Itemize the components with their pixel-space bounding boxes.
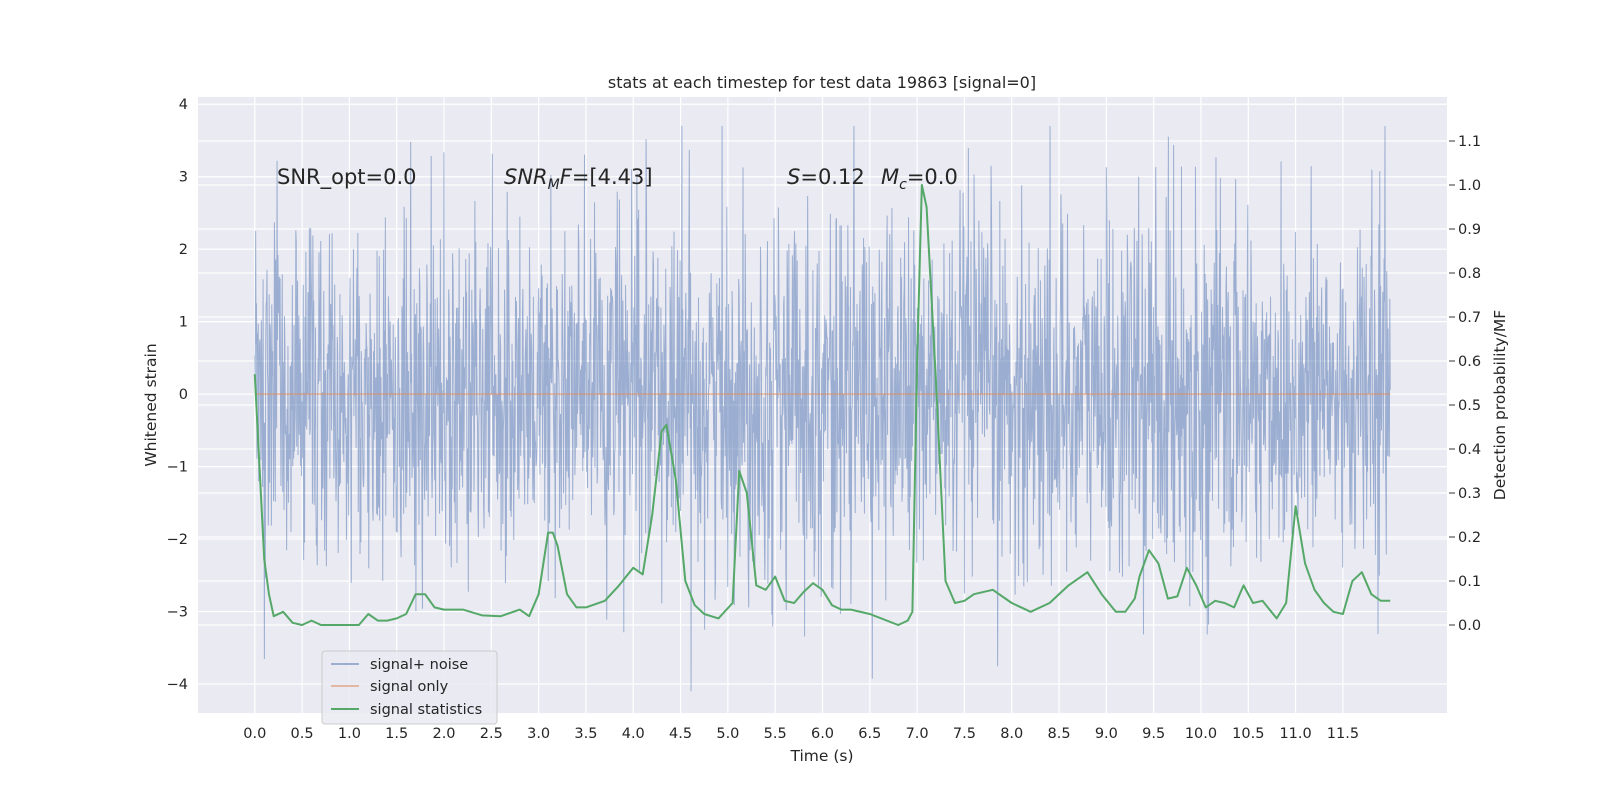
x-tick-label: 1.5 (385, 726, 408, 742)
x-tick-label: 2.0 (432, 726, 455, 742)
x-axis-label: Time (s) (789, 747, 853, 765)
x-tick-label: 9.0 (1095, 726, 1118, 742)
x-tick-label: 5.0 (716, 726, 739, 742)
y-tick-label-left: 1 (179, 315, 188, 331)
y-tick-label-left: −4 (167, 677, 188, 693)
y-tick-label-right: 0.2 (1458, 530, 1481, 546)
signal-statistics-series (253, 184, 1391, 626)
x-tick-label: 1.0 (338, 726, 361, 742)
x-tick-label: 8.5 (1048, 726, 1071, 742)
x-tick-label: 10.5 (1232, 726, 1264, 742)
y-tick-label-right: 0.5 (1458, 398, 1481, 414)
legend-label-signal-only: signal only (370, 679, 449, 695)
y-tick-label-left: −1 (167, 460, 188, 476)
x-tick-label: 11.5 (1327, 726, 1359, 742)
y-axis-label-left: Whitened strain (142, 343, 160, 466)
y-axis-label-right: Detection probability/MF (1491, 310, 1509, 501)
x-tick-label: 10.0 (1185, 726, 1217, 742)
y-tick-label-left: 3 (179, 170, 188, 186)
y-tick-labels-right: 0.0 0.1 0.2 0.3 0.4 0.5 0.6 0.7 0.8 0.9 1.0 1.1 (1449, 134, 1481, 634)
x-tick-label: 4.5 (669, 726, 692, 742)
chart-title: stats at each timestep for test data 198… (608, 73, 1036, 92)
x-tick-label: 3.0 (527, 726, 550, 742)
x-tick-label: 0.0 (243, 726, 266, 742)
y-tick-label-right: 0.4 (1458, 442, 1481, 458)
x-tick-label: 11.0 (1279, 726, 1311, 742)
x-tick-labels: 0.0 0.5 1.0 1.5 2.0 2.5 3.0 3.5 4.0 4.5 5.0 5.5 6.0 6… (243, 726, 1359, 742)
x-tick-label: 0.5 (291, 726, 314, 742)
x-tick-label: 9.5 (1142, 726, 1165, 742)
legend-label-signal-statistics: signal statistics (370, 702, 482, 718)
y-tick-label-right: 1.0 (1458, 178, 1481, 194)
x-tick-label: 3.5 (574, 726, 597, 742)
y-tick-label-right: 0.8 (1458, 266, 1481, 282)
annotation-chirp-mass: Mc=0.0 (881, 165, 958, 193)
x-tick-label: 6.5 (858, 726, 881, 742)
x-tick-label: 6.0 (811, 726, 834, 742)
annotation-s-statistic: S=0.12 (787, 165, 865, 189)
x-tick-label: 4.0 (622, 726, 645, 742)
y-tick-label-left: −2 (167, 532, 188, 548)
y-tick-labels-left: −4 −3 −2 −1 0 1 2 3 4 (167, 97, 188, 693)
x-tick-label: 8.0 (1000, 726, 1023, 742)
y-tick-label-left: 4 (179, 97, 188, 113)
y-tick-label-right: 0.3 (1458, 486, 1481, 502)
y-tick-label-right: 0.9 (1458, 222, 1481, 238)
y-tick-label-right: 0.7 (1458, 310, 1481, 326)
signal-statistics-line (253, 184, 1391, 626)
x-tick-label: 5.5 (764, 726, 787, 742)
legend-label-signal-noise: signal+ noise (370, 657, 468, 673)
x-tick-label: 7.0 (906, 726, 929, 742)
y-tick-label-left: 2 (179, 242, 188, 258)
legend: signal+ noise signal only signal statist… (321, 650, 498, 725)
y-tick-label-right: 0.1 (1458, 574, 1481, 590)
signal-noise-series (254, 125, 1391, 692)
y-tick-label-right: 0.0 (1458, 618, 1481, 634)
y-tick-label-right: 1.1 (1458, 134, 1481, 150)
y-tick-label-left: −3 (167, 605, 188, 621)
legend-box (321, 650, 498, 725)
y-tick-label-right: 0.6 (1458, 354, 1481, 370)
annotation-snr-mf: SNRMF=[4.43] (504, 165, 653, 193)
annotation-snr-opt: SNR_opt=0.0 (277, 165, 417, 190)
x-tick-label: 7.5 (953, 726, 976, 742)
x-tick-label: 2.5 (480, 726, 503, 742)
signal-noise-line (254, 125, 1391, 692)
y-tick-label-left: 0 (179, 387, 188, 403)
